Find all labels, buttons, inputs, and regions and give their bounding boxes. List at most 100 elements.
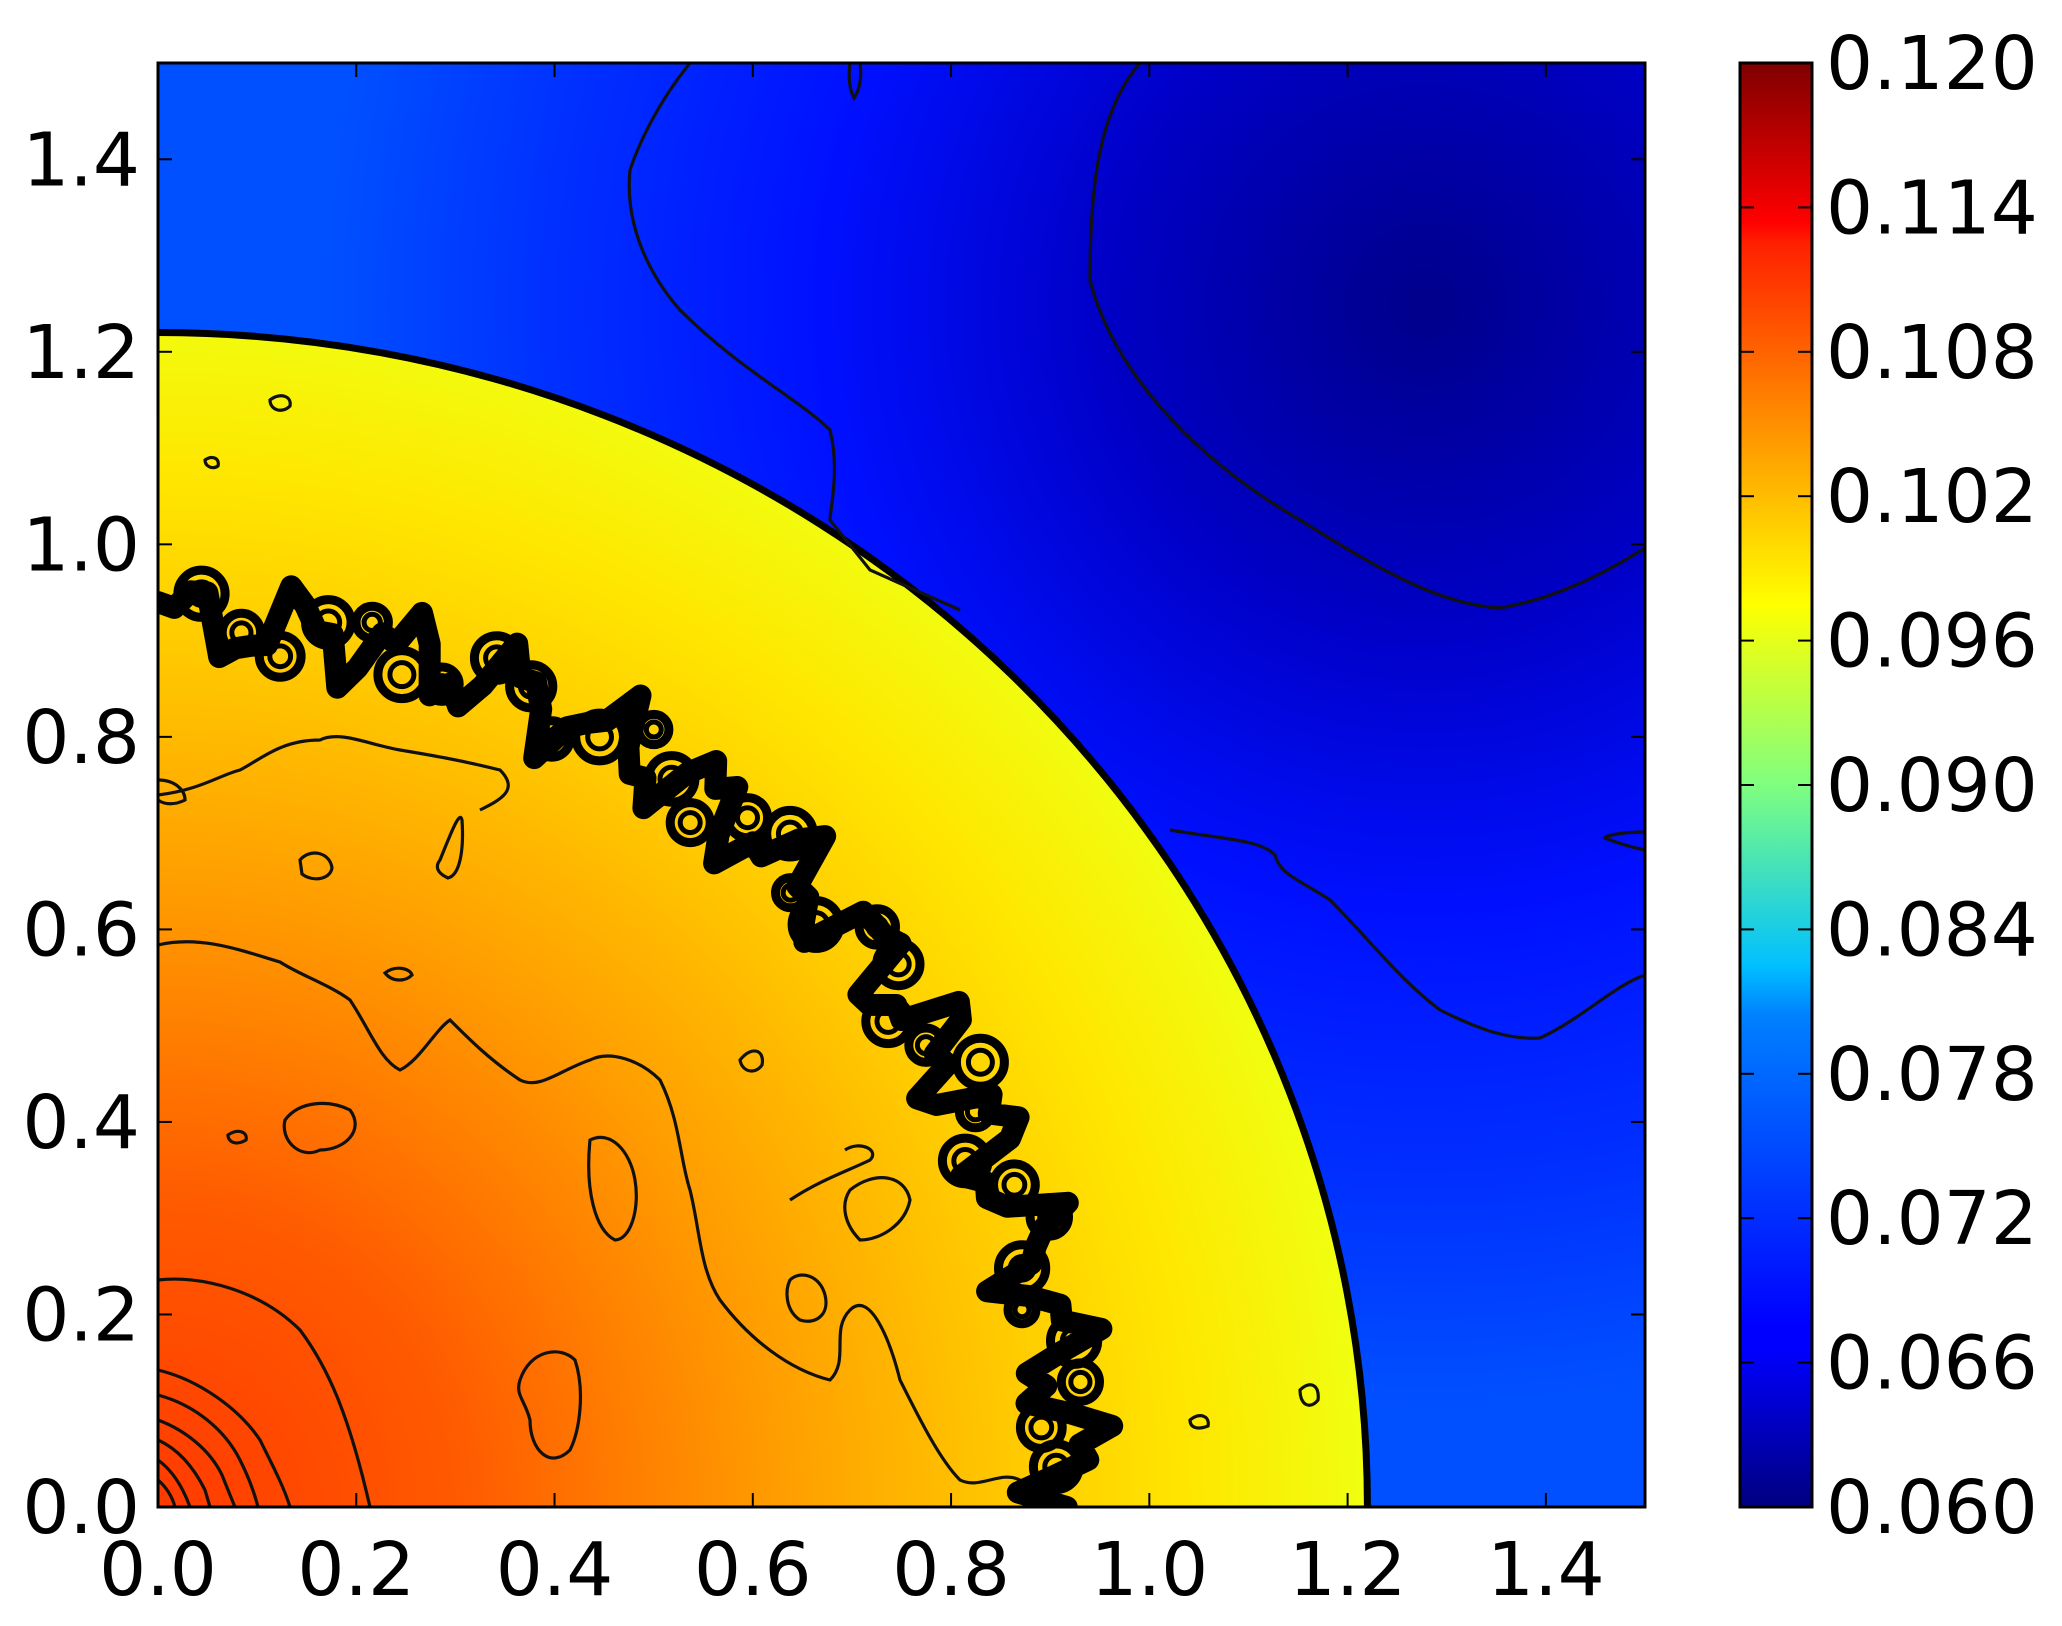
vortex-core (1059, 1326, 1089, 1355)
interior-contour-line (1298, 1383, 1320, 1407)
interior-contour-line (158, 1478, 177, 1507)
vortex-core (1007, 1254, 1037, 1283)
vortex-core (735, 805, 760, 831)
interior-contour-line (268, 394, 292, 412)
colorbar-tick-label: 0.090 (1826, 743, 2038, 829)
vortex-core (483, 644, 511, 672)
y-tick-label: 1.4 (22, 117, 140, 203)
interior-contour-line (158, 1393, 260, 1507)
colorbar-tick-label: 0.102 (1826, 454, 2038, 540)
vortex-core (965, 1047, 995, 1077)
colorbar-tick-label: 0.114 (1826, 165, 2038, 251)
colorbar-tick-label: 0.078 (1826, 1032, 2038, 1118)
interior-contour-line (282, 1101, 357, 1155)
x-axis: 0.0 0.2 0.4 0.6 0.8 1.0 1.2 1.4 (99, 63, 1605, 1613)
vortex-core (865, 915, 889, 939)
vortex-core (801, 910, 831, 939)
vortex-roll (771, 873, 811, 913)
vortex-core (1012, 1300, 1032, 1320)
x-tick-label: 0.2 (297, 1527, 415, 1613)
colorbar-tick-label: 0.120 (1826, 21, 2038, 107)
vortex-core (585, 722, 614, 752)
interior-contour-line (158, 1368, 292, 1507)
vortex-core (540, 727, 564, 751)
interior-contour-line (435, 815, 465, 880)
vortex-core (914, 1034, 938, 1057)
vortex-roll (989, 1159, 1040, 1211)
vortex-roll (643, 751, 700, 807)
vortex-roll (665, 798, 715, 848)
plot-frame (156, 61, 1647, 1509)
vortex-roll (529, 716, 575, 762)
vortex-core (361, 611, 383, 634)
x-tick-label: 1.0 (1090, 1527, 1208, 1613)
interior-contour-line (226, 1129, 248, 1145)
vortex-roll (762, 805, 818, 862)
vortex-roll (634, 709, 674, 750)
interior-contour-line (158, 778, 187, 806)
interior-contour-line (158, 1458, 192, 1507)
vortex-roll (1025, 1193, 1074, 1241)
interior-contour-line (298, 851, 334, 881)
vortex-core (775, 819, 805, 848)
interior-contour-line (1188, 1414, 1210, 1430)
vortex-roll (951, 1033, 1009, 1091)
ambient-contours (627, 63, 1645, 1040)
vortex-roll (904, 1023, 948, 1067)
ambient-contour-line (1603, 830, 1645, 852)
plot-area (158, 63, 1645, 1507)
interior-contour-line (158, 1438, 212, 1507)
vortex-roll (1028, 1439, 1084, 1494)
colorbar-tick-label: 0.084 (1826, 887, 2038, 973)
vortex-roll (469, 631, 524, 685)
vortex-roll (861, 994, 915, 1049)
vortex-roll (420, 662, 464, 706)
ambient-contour-line (847, 63, 863, 102)
vortex-roll (787, 896, 845, 953)
ambient-contour-line (1169, 828, 1645, 1040)
y-tick-label: 1.2 (22, 310, 140, 396)
interior-contour-line (203, 455, 220, 470)
vortex-roll (351, 601, 393, 644)
vortex-core (951, 1147, 980, 1175)
vortex-core (677, 810, 703, 836)
vortex-core (1028, 1414, 1055, 1441)
vortex-roll (854, 904, 900, 950)
y-tick-label: 0.0 (22, 1465, 140, 1551)
interior-contour-line (738, 1049, 765, 1073)
x-tick-label: 1.2 (1289, 1527, 1407, 1613)
shock-front-contour (158, 329, 1371, 1507)
vortex-core (1068, 1369, 1093, 1395)
vortex-core (267, 643, 294, 670)
x-tick-label: 0.0 (99, 1527, 217, 1613)
ambient-contour-line (1088, 63, 1645, 610)
x-tick-label: 0.8 (892, 1527, 1010, 1613)
interior-contours (158, 394, 1320, 1507)
colorbar-tick-label: 0.066 (1826, 1321, 2038, 1407)
interior-contour-line (789, 1144, 875, 1202)
vortex-roll (301, 595, 356, 650)
colorbar-tick-label: 0.060 (1826, 1465, 2038, 1551)
vortex-core (187, 579, 216, 609)
vortex-roll (937, 1133, 993, 1189)
vortex-roll (217, 608, 266, 657)
vortex-roll (954, 1091, 997, 1133)
colorbar-tick-label: 0.072 (1826, 1176, 2038, 1262)
interior-contour-line (843, 1176, 912, 1242)
vortex-roll (254, 630, 306, 682)
mixing-layer-vortices (158, 565, 1124, 1507)
y-tick-label: 1.0 (22, 502, 140, 588)
vortex-core (657, 764, 686, 794)
vortex-core (885, 950, 912, 978)
interior-contour-line (587, 1135, 638, 1242)
vortex-core (874, 1007, 902, 1035)
vortex-core (229, 620, 254, 645)
y-tick-label: 0.2 (22, 1272, 140, 1358)
vortex-roll (571, 708, 628, 766)
vortex-core (1037, 1204, 1062, 1230)
ambient-contour-line (627, 63, 961, 612)
interior-contour-line (158, 1418, 237, 1507)
vortex-core (387, 660, 417, 690)
interior-contour-line (158, 1277, 372, 1507)
